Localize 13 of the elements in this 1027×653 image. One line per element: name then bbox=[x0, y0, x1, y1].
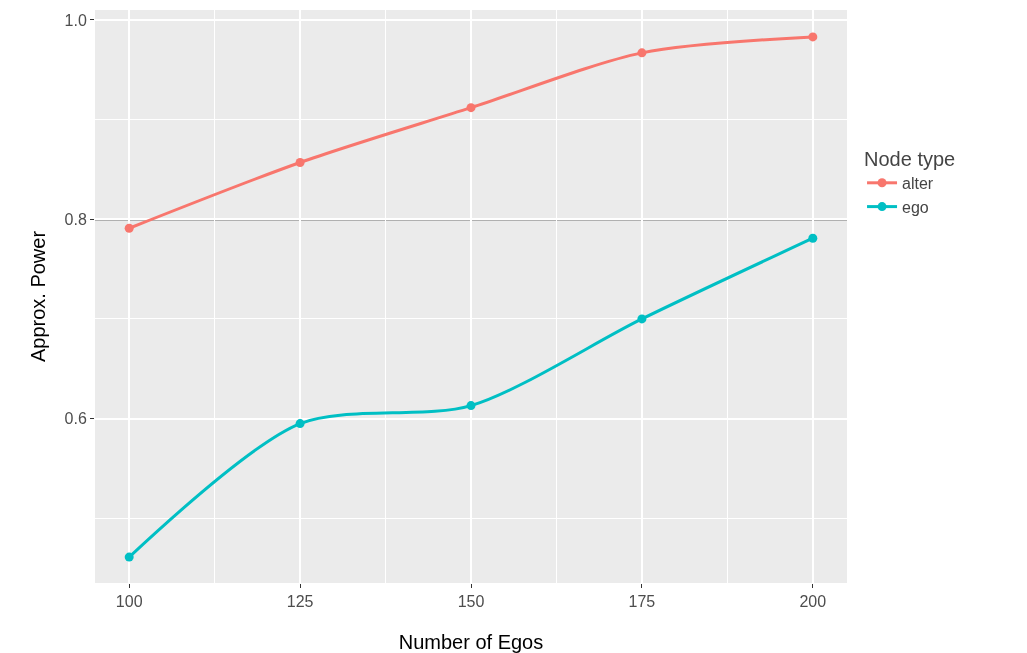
y-axis-title: Approx. Power bbox=[27, 230, 49, 363]
legend-label: alter bbox=[902, 175, 934, 193]
x-tick-label: 125 bbox=[286, 593, 314, 611]
legend-title: Node type bbox=[864, 147, 956, 170]
x-axis-title: Number of Egos bbox=[398, 631, 544, 653]
x-tick-label: 150 bbox=[457, 593, 485, 611]
x-tick-label: 100 bbox=[115, 593, 143, 611]
legend-label: ego bbox=[902, 198, 929, 216]
x-tick-label: 200 bbox=[799, 593, 827, 611]
y-tick-label: 0.6 bbox=[64, 410, 87, 428]
y-tick-label: 1.0 bbox=[64, 11, 87, 29]
x-tick-label: 175 bbox=[628, 593, 656, 611]
y-tick-label: 0.8 bbox=[64, 210, 87, 228]
